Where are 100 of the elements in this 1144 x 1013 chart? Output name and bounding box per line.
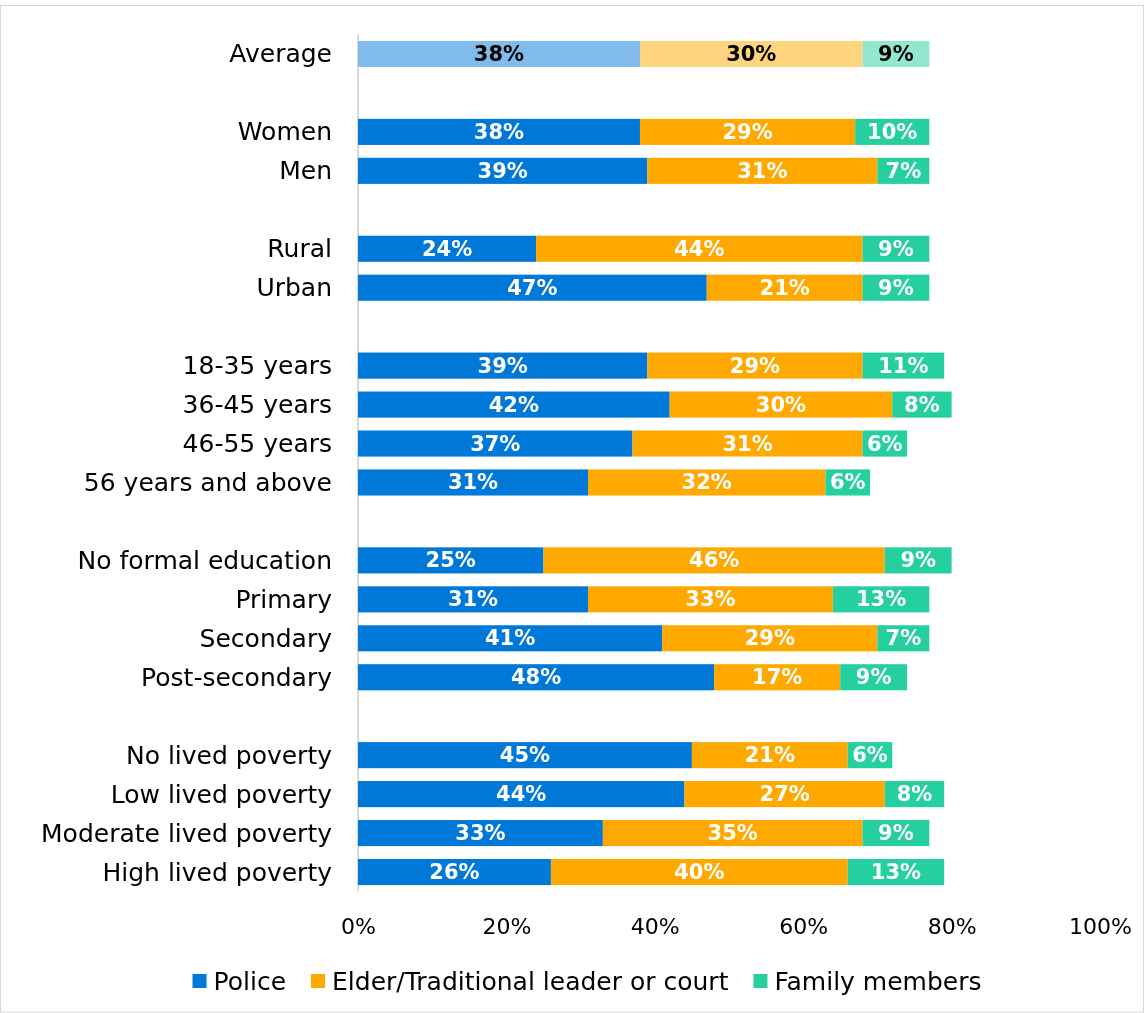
bar	[691, 742, 848, 769]
data-label: 6%	[852, 743, 888, 768]
data-label: 32%	[681, 470, 732, 495]
data-label: 6%	[866, 431, 903, 456]
data-label: 10%	[867, 119, 918, 144]
bar	[536, 235, 863, 262]
y-tick-label: 46-55 years	[182, 429, 332, 459]
data-label: 33%	[685, 587, 736, 612]
bar	[543, 547, 885, 574]
bar	[602, 820, 863, 847]
bar	[358, 858, 551, 886]
x-tick-label: 80%	[927, 914, 977, 940]
bar	[358, 235, 537, 262]
y-tick-label: Average	[229, 39, 332, 69]
data-label: 11%	[878, 353, 929, 378]
bar	[358, 352, 648, 379]
bar	[647, 157, 878, 184]
y-tick-label: 56 years and above	[83, 467, 332, 497]
y-tick-label: Moderate lived poverty	[41, 818, 333, 848]
data-label: 42%	[488, 392, 539, 417]
legend-label: Family members	[774, 966, 982, 996]
data-label: 44%	[674, 236, 725, 261]
data-label: 9%	[855, 665, 892, 690]
bar	[647, 352, 863, 379]
bar	[684, 781, 885, 808]
bar	[358, 274, 707, 301]
bar	[358, 664, 715, 691]
data-label: 45%	[499, 743, 551, 768]
x-tick-label: 20%	[482, 914, 532, 940]
data-label: 41%	[484, 626, 536, 651]
bar	[358, 157, 648, 184]
data-label: 8%	[904, 392, 940, 417]
data-label: 24%	[421, 236, 473, 261]
bar	[588, 586, 833, 613]
data-label: 35%	[707, 821, 758, 846]
bar	[639, 118, 856, 145]
bar	[550, 858, 848, 886]
legend-label: Police	[213, 966, 287, 996]
data-label: 38%	[473, 119, 525, 144]
data-label: 9%	[878, 236, 914, 261]
data-label: 30%	[755, 392, 807, 417]
x-tick-label: 0%	[341, 914, 376, 940]
data-label: 31%	[447, 587, 499, 612]
y-tick-label: Urban	[256, 273, 332, 303]
y-tick-label: No formal education	[77, 545, 332, 575]
data-label: 46%	[689, 548, 740, 573]
data-label: 8%	[896, 782, 933, 807]
data-label: 31%	[722, 431, 773, 456]
data-label: 30%	[726, 41, 777, 66]
bar	[662, 625, 878, 652]
data-label: 29%	[722, 119, 773, 144]
data-label: 26%	[429, 860, 480, 885]
y-tick-label: Men	[279, 156, 332, 186]
data-label: 47%	[507, 275, 558, 300]
data-label: 17%	[752, 665, 803, 690]
y-tick-label: Women	[237, 117, 332, 147]
bar	[358, 118, 640, 145]
bar	[358, 742, 692, 769]
bar	[358, 820, 603, 847]
data-label: 40%	[674, 860, 725, 885]
data-label: 13%	[855, 587, 907, 612]
bar	[358, 40, 640, 68]
y-tick-label: Secondary	[199, 623, 333, 653]
data-label: 25%	[425, 548, 476, 573]
bar	[358, 469, 589, 496]
y-tick-label: Rural	[267, 234, 332, 264]
bar	[358, 625, 663, 652]
bar	[358, 781, 685, 808]
data-label: 9%	[878, 275, 914, 300]
y-tick-label: Primary	[235, 584, 333, 614]
data-label: 33%	[455, 821, 506, 846]
bar	[358, 391, 670, 418]
data-label: 9%	[878, 821, 914, 846]
data-label: 29%	[729, 353, 781, 378]
data-label: 38%	[473, 41, 525, 66]
y-tick-label: 18-35 years	[182, 351, 332, 381]
data-label: 21%	[744, 743, 795, 768]
y-tick-label: No lived poverty	[125, 740, 333, 770]
data-label: 9%	[900, 548, 937, 573]
data-label: 6%	[829, 470, 866, 495]
bar	[358, 586, 589, 613]
x-tick-label: 100%	[1069, 914, 1132, 940]
data-label: 13%	[870, 860, 922, 885]
bar	[639, 40, 863, 68]
data-label: 27%	[759, 782, 810, 807]
data-label: 21%	[759, 275, 810, 300]
y-tick-label: Post-secondary	[141, 662, 333, 692]
y-tick-label: Low lived poverty	[110, 779, 333, 809]
y-tick-label: High lived poverty	[102, 857, 333, 887]
data-label: 7%	[885, 626, 922, 651]
data-label: 31%	[737, 158, 788, 183]
data-label: 39%	[477, 158, 528, 183]
data-label: 44%	[496, 782, 547, 807]
bar	[669, 391, 893, 418]
data-label: 39%	[477, 353, 528, 378]
data-label: 48%	[510, 665, 562, 690]
data-label: 29%	[744, 626, 795, 651]
y-tick-label: 36-45 years	[182, 390, 332, 420]
bar	[358, 547, 544, 574]
data-label: 37%	[470, 431, 521, 456]
